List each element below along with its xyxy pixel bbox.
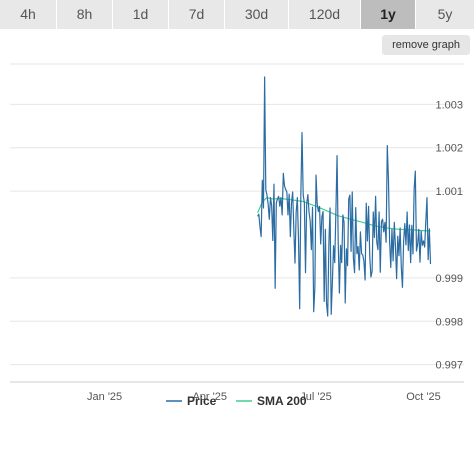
series-layer [257,76,432,317]
y-tick-label: 0.999 [435,273,463,285]
y-tick-label: 1.002 [435,143,463,155]
x-tick-label: Jul '25 [300,391,331,403]
y-tick-label: 0.997 [435,360,463,372]
grid-layer [10,63,464,383]
x-axis: Jan '25 Apr '25 Jul '25 Oct '25 [87,391,441,403]
legend: Price SMA 200 [166,394,307,408]
y-tick-label: 1.001 [435,186,463,198]
price-chart: 0.997 0.998 0.999 1.001 1.002 1.003 Jan '25 Ap… [10,63,464,408]
x-tick-label: Oct '25 [406,391,441,403]
legend-sma-label: SMA 200 [257,394,307,408]
tab-120d[interactable]: 120d [289,0,361,29]
tab-8h[interactable]: 8h [57,0,113,29]
x-tick-label: Apr '25 [192,391,227,403]
remove-graph-button[interactable]: remove graph [382,35,470,55]
y-tick-label: 0.998 [435,316,463,328]
y-tick-label: 1.003 [435,99,463,111]
x-tick-label: Jan '25 [87,391,122,403]
tab-5y[interactable]: 5y [416,0,474,29]
tab-7d[interactable]: 7d [169,0,225,29]
range-tab-bar: 4h 8h 1d 7d 30d 120d 1y 5y [0,0,474,29]
legend-price-label: Price [187,394,217,408]
y-axis: 0.997 0.998 0.999 1.001 1.002 1.003 [435,99,463,371]
sma-200-line [257,197,431,232]
tab-1d[interactable]: 1d [113,0,169,29]
tab-1y[interactable]: 1y [361,0,416,29]
price-line [257,76,432,317]
tab-4h[interactable]: 4h [0,0,57,29]
tab-30d[interactable]: 30d [225,0,289,29]
